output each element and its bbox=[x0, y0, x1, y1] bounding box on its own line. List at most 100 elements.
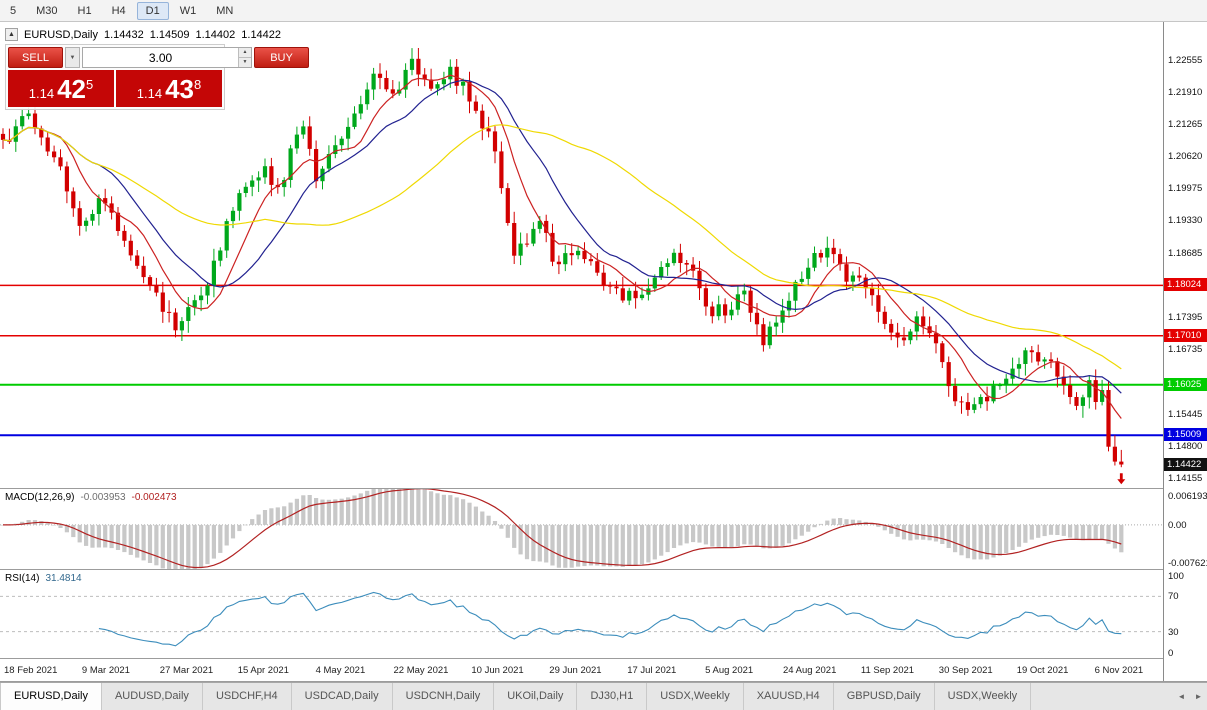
timeframe-button-d1[interactable]: D1 bbox=[136, 1, 169, 20]
sell-button[interactable]: SELL bbox=[8, 47, 63, 68]
chart-title-bar: ▲ EURUSD,Daily 1.14432 1.14509 1.14402 1… bbox=[5, 28, 281, 41]
timeframe-button-w1[interactable]: W1 bbox=[179, 4, 197, 17]
sell-price-big: 42 bbox=[57, 74, 86, 104]
buy-price-display[interactable]: 1.14 43 8 bbox=[116, 70, 222, 107]
buy-price-big: 43 bbox=[165, 74, 194, 104]
tab-gbpusd-daily[interactable]: GBPUSD,Daily bbox=[834, 683, 935, 710]
panel-resize-separator[interactable] bbox=[0, 569, 1207, 570]
date-axis-label: 19 Oct 2021 bbox=[1016, 665, 1069, 676]
panel-resize-separator[interactable] bbox=[0, 658, 1207, 659]
price-line-label: 1.17010 bbox=[1164, 328, 1207, 342]
date-axis-label: 24 Aug 2021 bbox=[783, 665, 837, 676]
price-line-label: 1.15009 bbox=[1164, 428, 1207, 442]
rsi-axis-tick: 70 bbox=[1168, 591, 1179, 603]
tab-bar-spacer bbox=[1031, 683, 1173, 710]
tabs-scroll-left-icon[interactable]: ◄ bbox=[1177, 692, 1186, 701]
chart-tab-bar: EURUSD,Daily AUDUSD,Daily USDCHF,H4 USDC… bbox=[0, 682, 1207, 710]
price-chart-canvas[interactable] bbox=[0, 22, 1163, 488]
price-axis-tick: 1.16735 bbox=[1168, 344, 1203, 356]
price-axis-tick: 1.14155 bbox=[1168, 472, 1203, 484]
date-axis-label: 9 Mar 2021 bbox=[81, 665, 130, 676]
tab-audusd-daily[interactable]: AUDUSD,Daily bbox=[102, 683, 203, 710]
date-axis-label: 6 Nov 2021 bbox=[1094, 665, 1144, 676]
sell-price-display[interactable]: 1.14 42 5 bbox=[8, 70, 114, 107]
window-edge-divider bbox=[0, 681, 1207, 682]
tab-usdchf-h4[interactable]: USDCHF,H4 bbox=[203, 683, 292, 710]
date-axis-label: 22 May 2021 bbox=[393, 665, 449, 676]
timeframe-button-mn[interactable]: MN bbox=[216, 4, 234, 17]
volume-increase-button[interactable]: ▲ bbox=[238, 48, 251, 58]
rsi-axis-tick: 100 bbox=[1168, 571, 1184, 582]
buy-price-sup: 8 bbox=[194, 77, 202, 92]
volume-spinner: ▲ ▼ bbox=[238, 48, 251, 67]
tab-usdcad-daily[interactable]: USDCAD,Daily bbox=[292, 683, 393, 710]
tab-dj30-h1[interactable]: DJ30,H1 bbox=[577, 683, 648, 710]
price-axis-tick: 1.14800 bbox=[1168, 440, 1203, 452]
volume-field: ▲ ▼ bbox=[82, 47, 252, 68]
macd-chart-canvas[interactable] bbox=[0, 486, 1163, 574]
tab-ukoil-daily[interactable]: UKOil,Daily bbox=[494, 683, 578, 710]
date-axis-label: 17 Jul 2021 bbox=[627, 665, 677, 676]
sell-price-sup: 5 bbox=[86, 77, 94, 92]
price-axis-tick: 1.21910 bbox=[1168, 87, 1203, 99]
ohlc-high: 1.14509 bbox=[149, 28, 190, 41]
chevron-down-icon: ▼ bbox=[69, 54, 76, 61]
macd-indicator-panel: MACD(12,26,9) -0.003953 -0.002473 bbox=[0, 486, 1163, 574]
chart-symbol-label: EURUSD,Daily bbox=[24, 28, 98, 41]
buy-button[interactable]: BUY bbox=[254, 47, 309, 68]
last-price-label: 1.14422 bbox=[1164, 457, 1207, 471]
timeframe-button-h1[interactable]: H1 bbox=[77, 4, 92, 17]
price-axis-tick: 1.22555 bbox=[1168, 55, 1203, 67]
timeframe-button-m30[interactable]: M30 bbox=[36, 4, 58, 17]
price-chart-panel: ▲ EURUSD,Daily 1.14432 1.14509 1.14402 1… bbox=[0, 22, 1163, 488]
macd-axis-tick: 0.00 bbox=[1168, 519, 1187, 531]
price-line-label: 1.16025 bbox=[1164, 377, 1207, 391]
date-axis-label: 4 May 2021 bbox=[315, 665, 366, 676]
date-axis-label: 27 Mar 2021 bbox=[159, 665, 214, 676]
volume-decrease-button[interactable]: ▼ bbox=[238, 58, 251, 67]
price-line-label: 1.18024 bbox=[1164, 278, 1207, 292]
panel-resize-separator[interactable] bbox=[0, 488, 1207, 489]
tab-eurusd-daily[interactable]: EURUSD,Daily bbox=[0, 683, 102, 710]
volume-input[interactable] bbox=[83, 48, 238, 67]
tab-usdx-weekly-2[interactable]: USDX,Weekly bbox=[935, 683, 1032, 710]
rsi-axis-tick: 0 bbox=[1168, 648, 1174, 659]
date-axis-label: 18 Feb 2021 bbox=[4, 665, 58, 676]
price-axis-tick: 1.17395 bbox=[1168, 311, 1203, 323]
timeframe-button-h4[interactable]: H4 bbox=[111, 4, 126, 17]
trade-panel-collapse-icon[interactable]: ▲ bbox=[5, 28, 18, 41]
rsi-chart-canvas[interactable] bbox=[0, 570, 1163, 658]
ohlc-low: 1.14402 bbox=[195, 28, 236, 41]
macd-axis-tick: 0.006193 bbox=[1168, 491, 1207, 502]
date-axis-label: 11 Sep 2021 bbox=[860, 665, 915, 676]
price-axis-tick: 1.21265 bbox=[1168, 119, 1203, 131]
volume-dropdown-button[interactable]: ▼ bbox=[65, 47, 80, 68]
tab-usdcnh-daily[interactable]: USDCNH,Daily bbox=[393, 683, 495, 710]
ohlc-open: 1.14432 bbox=[103, 28, 144, 41]
price-axis-tick: 1.18685 bbox=[1168, 247, 1203, 259]
macd-label: MACD(12,26,9) -0.003953 -0.002473 bbox=[5, 492, 177, 503]
tab-xauusd-h4[interactable]: XAUUSD,H4 bbox=[744, 683, 834, 710]
timeframe-button-m5[interactable]: 5 bbox=[10, 4, 17, 17]
tabs-scroll-right-icon[interactable]: ► bbox=[1194, 692, 1203, 701]
ohlc-close: 1.14422 bbox=[241, 28, 282, 41]
price-axis-tick: 1.19975 bbox=[1168, 183, 1203, 195]
price-axis-tick: 1.19330 bbox=[1168, 215, 1203, 227]
price-axis[interactable]: 1.22555 1.21910 1.21265 1.20620 1.19975 1.193… bbox=[1163, 22, 1207, 681]
rsi-indicator-panel: RSI(14) 31.4814 bbox=[0, 570, 1163, 658]
rsi-axis-tick: 30 bbox=[1168, 626, 1179, 638]
time-axis[interactable]: 18 Feb 2021 9 Mar 2021 27 Mar 2021 15 Apr 2… bbox=[0, 659, 1163, 681]
timeframe-toolbar: 5 M30 H1 H4 D1 W1 MN bbox=[0, 0, 1207, 22]
sell-price-prefix: 1.14 bbox=[28, 86, 55, 101]
rsi-label: RSI(14) 31.4814 bbox=[5, 573, 82, 584]
date-axis-label: 15 Apr 2021 bbox=[237, 665, 289, 676]
date-axis-label: 10 Jun 2021 bbox=[471, 665, 524, 676]
date-axis-label: 29 Jun 2021 bbox=[549, 665, 602, 676]
price-axis-tick: 1.15445 bbox=[1168, 408, 1203, 420]
date-axis-label: 5 Aug 2021 bbox=[705, 665, 754, 676]
price-axis-tick: 1.20620 bbox=[1168, 151, 1203, 163]
tab-usdx-weekly[interactable]: USDX,Weekly bbox=[647, 683, 744, 710]
date-axis-label: 30 Sep 2021 bbox=[938, 665, 993, 676]
macd-axis-tick: -0.007621 bbox=[1168, 558, 1207, 569]
